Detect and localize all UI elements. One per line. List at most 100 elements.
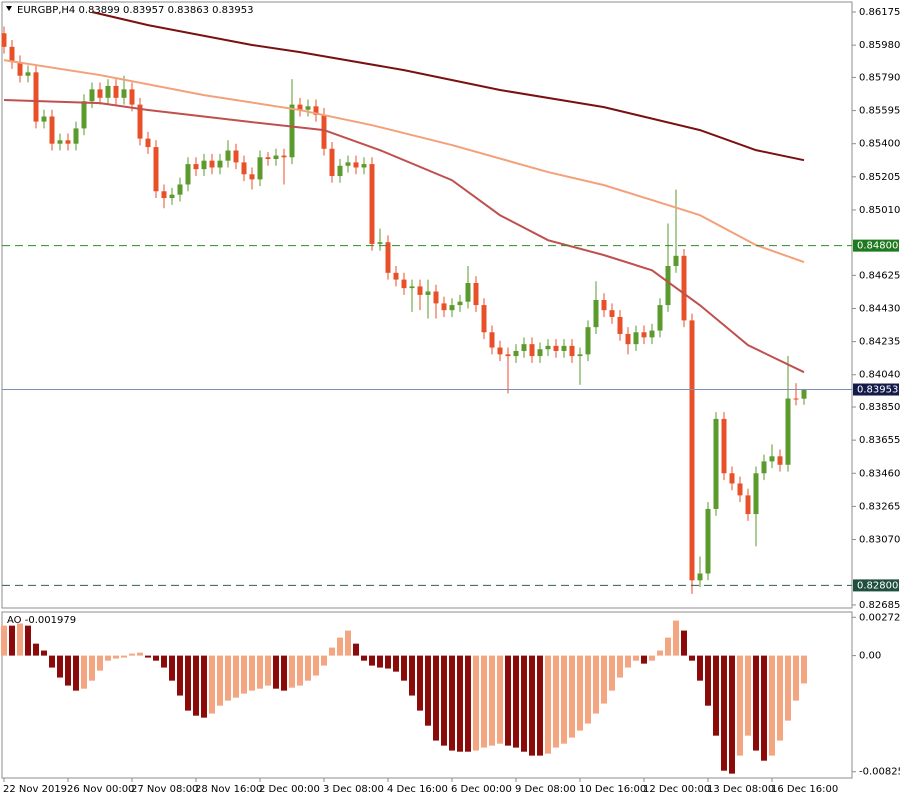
symbol: EURGBP,H4	[17, 5, 75, 16]
ao-bar	[393, 655, 399, 672]
ao-bar	[753, 655, 759, 751]
ao-bar	[465, 655, 471, 752]
candle-body	[361, 164, 367, 168]
candle-body	[129, 89, 135, 105]
ao-bar	[433, 655, 439, 741]
ao-bar	[609, 655, 615, 691]
ao-bar	[289, 655, 295, 688]
ao-bar	[225, 655, 231, 701]
candle-body	[113, 85, 119, 98]
candle-body	[217, 160, 223, 168]
x-tick-label: 6 Dec 00:00	[451, 784, 512, 795]
ao-bar	[313, 655, 319, 676]
ao-bar	[545, 655, 551, 754]
ao-bar	[505, 655, 511, 746]
ao-bar	[81, 655, 87, 689]
ao-bar	[217, 655, 223, 706]
candle-body	[625, 333, 631, 345]
ao-bar	[337, 637, 343, 656]
candle-body	[329, 148, 335, 176]
ao-bar	[681, 630, 687, 656]
ao-bar	[449, 655, 455, 751]
ao-bar	[673, 620, 679, 656]
y-tick-label: 0.86175	[859, 7, 900, 18]
close: 0.83953	[212, 5, 253, 16]
y-tick-label: 0.83265	[859, 501, 900, 512]
candle-body	[241, 162, 247, 175]
candle-body	[689, 320, 695, 581]
candle-body	[417, 286, 423, 295]
candle-body	[97, 89, 103, 98]
ao-bar	[569, 655, 575, 738]
candle-body	[313, 106, 319, 115]
candle-body	[697, 573, 703, 581]
ao-bar	[401, 655, 407, 681]
candle-body	[649, 330, 655, 338]
ao-bar	[57, 655, 63, 678]
ao-bar	[801, 655, 807, 684]
y-tick-label: 0.85205	[859, 172, 900, 183]
candle-body	[425, 291, 431, 295]
y-tick-label: 0.00	[859, 651, 881, 662]
candle-body	[121, 89, 127, 98]
candle-body	[457, 301, 463, 306]
candle-body	[185, 164, 191, 185]
candle-body	[737, 483, 743, 496]
ao-bar	[41, 650, 47, 656]
candle-body	[393, 272, 399, 280]
candle-body	[673, 255, 679, 267]
ao-bar	[697, 655, 703, 681]
candle-body	[441, 303, 447, 311]
ao-bar	[65, 655, 71, 686]
ao-bar	[321, 655, 327, 666]
y-tick-label: 0.002723	[859, 612, 900, 623]
candle-body	[537, 349, 543, 357]
ao-bar	[657, 650, 663, 656]
candle-body	[521, 344, 527, 351]
ao-bar	[777, 655, 783, 741]
ao-bar	[561, 655, 567, 744]
y-tick-label: 0.82685	[859, 600, 900, 611]
menu-arrow[interactable]	[6, 6, 12, 11]
ao-bar	[721, 655, 727, 771]
candle-body	[633, 332, 639, 345]
ao-bar	[425, 655, 431, 726]
candle-body	[169, 194, 175, 199]
ao-bar	[705, 655, 711, 706]
candle-body	[145, 138, 151, 148]
high: 0.83957	[123, 5, 164, 16]
candle-body	[105, 85, 111, 98]
candle-body	[465, 282, 471, 302]
candle-body	[49, 116, 55, 144]
ao-bar	[369, 655, 375, 666]
candle-body	[201, 160, 207, 170]
ao-bar	[121, 655, 127, 658]
y-tick-label: 0.84430	[859, 303, 900, 314]
candle-body	[585, 327, 591, 355]
ao-bar	[97, 655, 103, 671]
candle-body	[401, 279, 407, 289]
ao-bar	[177, 655, 183, 696]
candle-body	[65, 140, 71, 144]
ao-bar	[233, 655, 239, 698]
ao-bar	[113, 655, 119, 659]
candle-body	[153, 147, 159, 192]
ao-bar	[9, 625, 15, 656]
candle-body	[41, 116, 47, 122]
ao-bar	[409, 655, 415, 696]
ao-bar	[593, 655, 599, 714]
ao-bar	[497, 655, 503, 744]
ao-bar	[665, 637, 671, 656]
candle-body	[529, 344, 535, 357]
candle-body	[609, 310, 615, 317]
candle-body	[721, 418, 727, 474]
ao-bar	[553, 655, 559, 748]
ao-bar	[641, 655, 647, 664]
candle-body	[209, 160, 215, 168]
candle-body	[705, 508, 711, 574]
x-tick-label: 16 Dec 16:00	[771, 784, 838, 795]
ao-bar	[689, 655, 695, 661]
y-tick-label: 0.85400	[859, 139, 900, 150]
candle-body	[545, 345, 551, 350]
